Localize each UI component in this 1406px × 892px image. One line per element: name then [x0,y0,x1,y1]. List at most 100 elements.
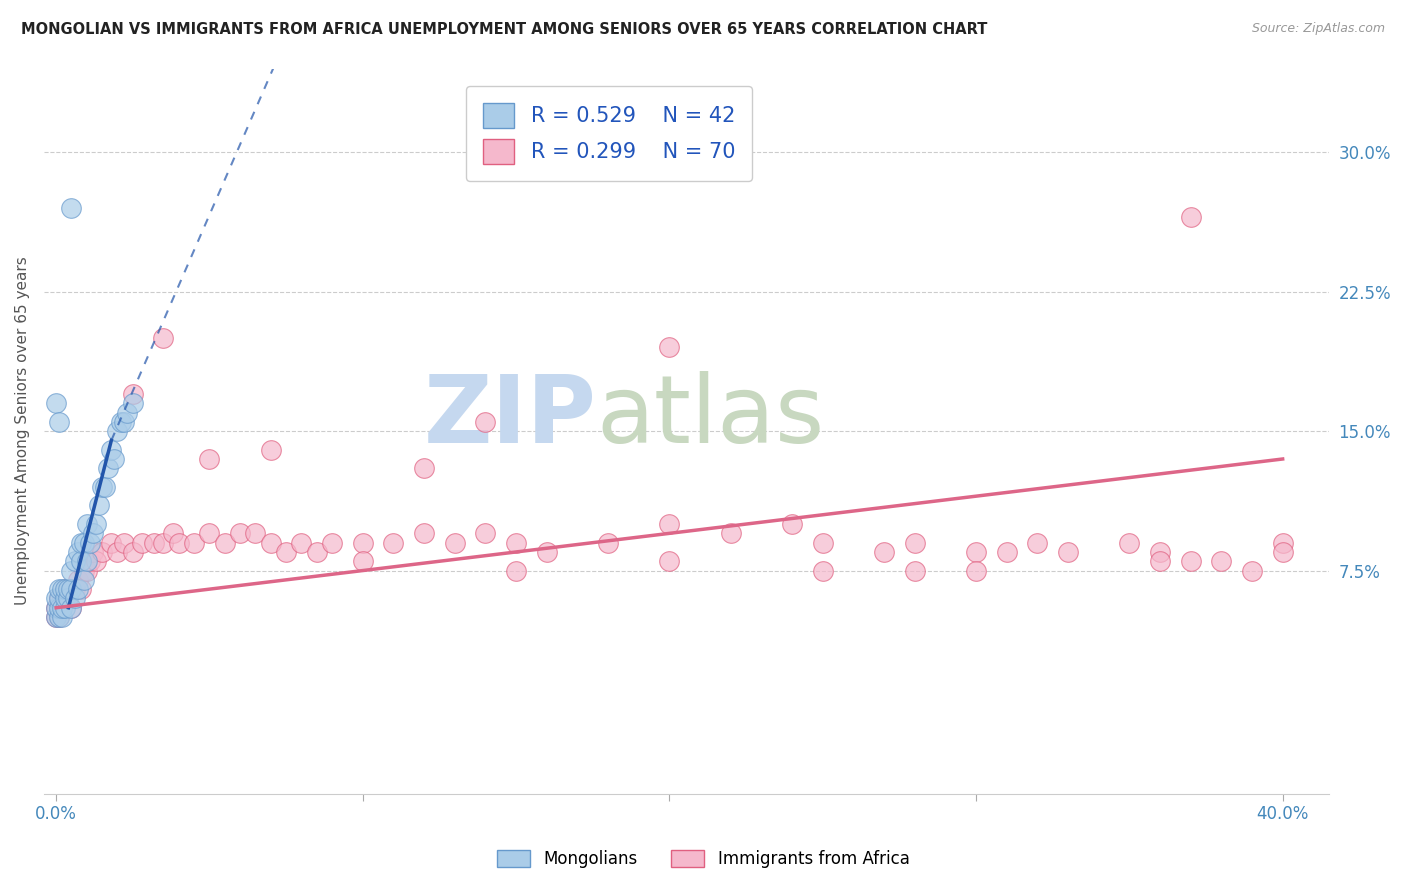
Point [73,535,96,549]
Point [45,600,67,615]
Point [51,591,73,606]
Point [60,600,83,615]
Point [97,461,120,475]
Point [100,535,122,549]
Point [260,535,283,549]
Point [53,600,76,615]
Point [780,517,803,532]
Point [1180,554,1202,568]
Point [76,564,98,578]
Point [79,535,101,549]
Point [48,415,70,429]
Point [1271,535,1294,549]
Point [63,591,86,606]
Point [82,545,104,559]
Point [260,442,283,457]
Legend: Mongolians, Immigrants from Africa: Mongolians, Immigrants from Africa [489,843,917,875]
Point [276,545,298,559]
Point [290,535,312,549]
Point [84,517,107,532]
Point [1211,554,1233,568]
Point [1026,535,1049,549]
Text: MONGOLIAN VS IMMIGRANTS FROM AFRICA UNEMPLOYMENT AMONG SENIORS OVER 65 YEARS COR: MONGOLIAN VS IMMIGRANTS FROM AFRICA UNEM… [21,22,987,37]
Point [1118,535,1140,549]
Point [63,582,86,596]
Point [45,600,67,615]
Point [51,600,73,615]
Point [94,480,117,494]
Point [1271,545,1294,559]
Point [82,526,104,541]
Point [91,480,114,494]
Point [69,582,91,596]
Point [60,201,83,215]
Point [76,554,98,568]
Text: atlas: atlas [596,370,824,463]
Point [91,545,114,559]
Point [505,535,527,549]
Point [167,535,190,549]
Point [73,564,96,578]
Point [413,461,436,475]
Point [183,535,205,549]
Point [443,535,465,549]
Point [658,340,681,354]
Point [66,545,89,559]
Point [48,591,70,606]
Point [58,582,80,596]
Point [112,415,135,429]
Point [995,545,1018,559]
Point [121,396,143,410]
Text: Source: ZipAtlas.com: Source: ZipAtlas.com [1251,22,1385,36]
Point [60,582,83,596]
Point [143,535,166,549]
Point [103,452,125,467]
Point [162,526,184,541]
Point [84,554,107,568]
Point [198,452,221,467]
Point [1057,545,1080,559]
Point [413,526,436,541]
Point [352,554,374,568]
Point [45,396,67,410]
Point [474,415,496,429]
Point [48,610,70,624]
Point [536,545,558,559]
Point [131,535,153,549]
Point [107,545,129,559]
Point [352,535,374,549]
Point [48,600,70,615]
Point [1149,554,1171,568]
Point [229,526,252,541]
Point [73,573,96,587]
Point [48,591,70,606]
Point [115,405,138,419]
Point [965,545,987,559]
Point [53,591,76,606]
Point [60,564,83,578]
Point [79,554,101,568]
Point [121,545,143,559]
Point [112,535,135,549]
Point [720,526,742,541]
Point [45,591,67,606]
Point [1180,211,1202,225]
Point [382,535,405,549]
Text: ZIP: ZIP [423,370,596,463]
Point [152,331,174,345]
Point [66,573,89,587]
Point [965,564,987,578]
Point [51,610,73,624]
Point [245,526,267,541]
Point [69,535,91,549]
Point [51,600,73,615]
Point [51,582,73,596]
Point [45,610,67,624]
Point [87,499,110,513]
Point [53,591,76,606]
Point [305,545,328,559]
Legend: R = 0.529    N = 42, R = 0.299    N = 70: R = 0.529 N = 42, R = 0.299 N = 70 [467,87,752,181]
Point [474,526,496,541]
Point [1240,564,1263,578]
Point [321,535,343,549]
